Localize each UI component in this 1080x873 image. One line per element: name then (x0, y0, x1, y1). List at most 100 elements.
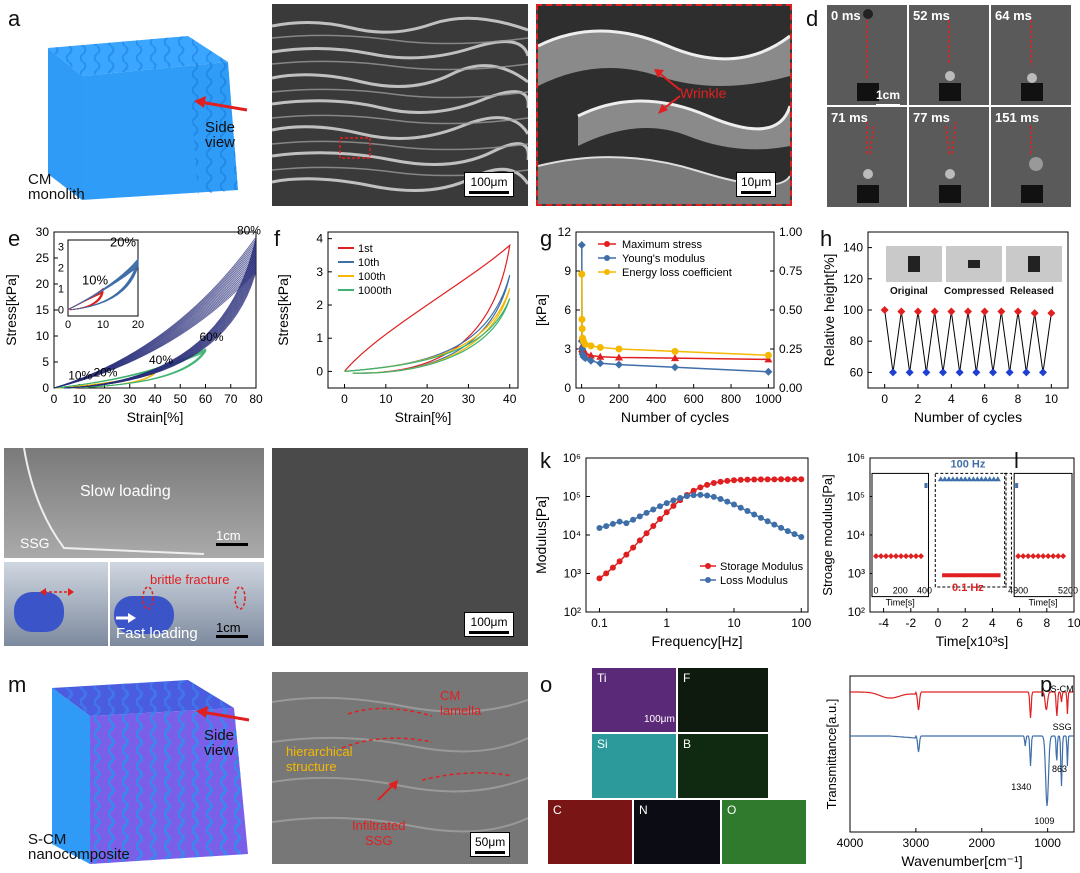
ball-trajectory-arrows (866, 20, 1032, 155)
legend-label: Maximum stress (622, 239, 703, 251)
cm-lamella-label: CM lamella (440, 688, 482, 718)
data-point-released (930, 307, 939, 316)
panel-label-a: a (8, 6, 21, 31)
loss-point (764, 518, 771, 525)
inset-x-tick: 20 (132, 319, 144, 331)
inset-point (1035, 553, 1042, 560)
legend-label: Loss Modulus (720, 575, 788, 587)
inset-point (1040, 553, 1047, 560)
storage-point (643, 530, 650, 537)
storage-point (784, 476, 791, 483)
data-point (596, 359, 605, 368)
x-tick-label: 40 (503, 392, 517, 406)
y-axis-label: Relative height[%] (821, 254, 837, 367)
data-point-100hz (958, 476, 965, 482)
chart-e: 0 10 20 30 40 50 60 70 80051015202530Strain[%]St… (3, 224, 263, 425)
wrinkle-arrows (654, 69, 681, 114)
data-point (578, 270, 586, 278)
wrinkle-label: Wrinkle (680, 85, 727, 101)
x-tick-label: 800 (721, 392, 741, 406)
y-tick-label: 10 (36, 329, 50, 343)
y-tick-label: 0 (564, 381, 571, 395)
photo-fast-loading (4, 562, 264, 646)
y-axis-label: Transmittance[a.u.] (824, 699, 839, 810)
data-point (671, 347, 679, 355)
data-point-released (914, 307, 922, 316)
x-tick-label: -2 (905, 616, 916, 630)
storage-point (650, 523, 657, 530)
storage-point (657, 516, 663, 523)
x-tick-label: 20 (98, 392, 112, 406)
data-point-100hz (945, 476, 952, 482)
y-axis-label: Stress[kPa] (3, 274, 19, 346)
hysteresis-loop-60% (53, 350, 207, 389)
x-tick-label: 600 (684, 392, 704, 406)
spectrum-ssg (850, 734, 1074, 806)
x-tick-label: 1000 (755, 392, 782, 406)
x-tick-label: 10 (379, 392, 393, 406)
y2-tick-label: 1.00 (779, 225, 803, 239)
data-point-100hz (994, 476, 1001, 482)
loss-point (710, 493, 717, 500)
video-frame-6: 151 ms (990, 106, 1072, 208)
data-point-100hz (954, 476, 961, 482)
y-tick-label: 25 (36, 251, 50, 265)
loss-point (737, 504, 744, 511)
panel-label-d: d (806, 6, 819, 31)
loss-point (630, 516, 637, 523)
x-axis-label: Number of cycles (914, 409, 1022, 425)
y-tick-label: 15 (36, 303, 50, 317)
loss-point (603, 523, 610, 530)
inset-annotation: 20% (110, 234, 136, 249)
y-tick-label: 12 (558, 225, 572, 239)
y-axis-label: [kPa] (533, 294, 549, 326)
panel-label-l: l (1014, 448, 1019, 473)
x-tick-label: 40 (148, 392, 162, 406)
y-tick-label: 10⁴ (846, 528, 865, 542)
inset-point (1055, 553, 1062, 560)
panel-label-k: k (540, 448, 551, 473)
data-point-compressed (1022, 368, 1031, 377)
legend-marker (604, 255, 610, 261)
inset-x-tick: 0 (873, 586, 878, 596)
loss-point (616, 518, 623, 525)
x-axis-label: Time[x10³s] (936, 633, 1009, 649)
chart-h: 0 2 4 6 8 10 60 80 100 120 140 Number of cycles Rela… (821, 231, 1069, 425)
inset-point (1050, 553, 1057, 560)
y-tick-label: 120 (843, 272, 863, 286)
storage-point (744, 476, 751, 483)
fast-loading-markers (40, 586, 246, 623)
loss-point (636, 513, 643, 520)
side-view-arrow (194, 96, 248, 112)
x-tick-label: 0.1 (591, 616, 608, 630)
scale-bar-n: 50μm (470, 832, 511, 857)
storage-point (609, 564, 616, 571)
x-tick-label: 200 (609, 392, 629, 406)
legend-label: Young's modulus (622, 253, 706, 265)
y-axis-label: Stress[kPa] (275, 274, 291, 346)
series-line-Energy loss coefficient (581, 274, 769, 356)
annotation-0.1hz: 0.1 Hz (952, 582, 984, 594)
storage-point (690, 487, 697, 494)
h-legend-original: Original (890, 286, 928, 297)
data-point (764, 351, 772, 359)
y-tick-label: 10⁵ (847, 490, 865, 504)
plot-frame (327, 231, 519, 389)
side-view-arrow-m (196, 706, 250, 722)
inset-point (908, 553, 914, 560)
plot-frame (849, 675, 1075, 833)
x-tick-label: 2 (915, 392, 922, 406)
data-point (578, 325, 586, 333)
x-tick-label: 80 (249, 392, 263, 406)
inset-point (898, 553, 904, 560)
cm-monolith-label: CM monolith (28, 171, 85, 203)
storage-point (697, 484, 704, 491)
eds-o: O (722, 800, 806, 864)
loss-point (724, 498, 731, 505)
ssg-label: SSG (20, 535, 50, 551)
data-point (577, 241, 586, 249)
data-point-compressed (905, 368, 914, 377)
x-tick-label: 0 (935, 616, 942, 630)
x-tick-label: 0 (881, 392, 888, 406)
x-tick-label: 0 (578, 392, 585, 406)
